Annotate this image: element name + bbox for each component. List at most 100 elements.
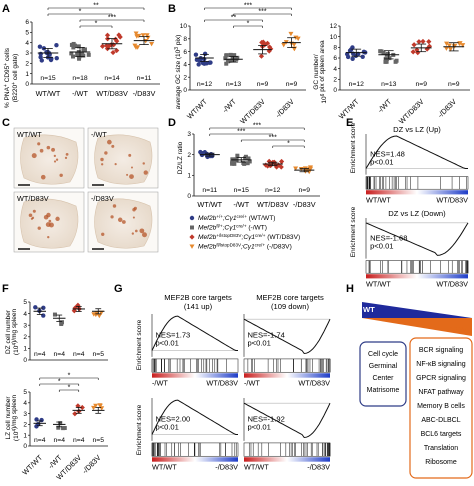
g-3-p-label: p<0.01	[155, 423, 178, 432]
b-left-category-label: WT/WT	[185, 97, 209, 121]
gc-stain-spot	[55, 158, 59, 161]
legend-marker	[189, 244, 195, 249]
a-ytick-label: 6	[25, 19, 29, 26]
b-right-point	[379, 49, 384, 54]
b-right-ytick-label: 6	[333, 55, 337, 62]
f-bottom-ytick-label: 2	[23, 422, 27, 429]
a-n-label: n=15	[40, 75, 56, 82]
gc-stain-spot	[142, 232, 147, 238]
gc-stain-spot	[142, 162, 145, 165]
gc-stain-spot	[46, 145, 51, 150]
f-sig-label: *	[58, 379, 61, 386]
f-top-point	[71, 308, 77, 314]
gc-stain-spot	[110, 215, 114, 219]
e-bottom-title: DZ vs LZ (Down)	[388, 209, 446, 218]
f-bottom-point	[93, 403, 99, 409]
gc-stain-spot	[64, 156, 68, 160]
f-bottom-n-label: n=4	[73, 437, 85, 444]
pathway-term-wt: Center	[372, 375, 394, 382]
b-right-ytick-label: 8	[333, 45, 337, 52]
a-point	[104, 32, 111, 38]
legend-entry-part: (-/WT)	[247, 225, 268, 232]
b-left-ytick-label: 0	[183, 87, 187, 94]
a-category-label: WT/WT	[36, 89, 61, 98]
spleen-section	[20, 134, 79, 185]
a-point	[54, 43, 59, 48]
b-right-point	[415, 49, 421, 56]
a-point	[54, 55, 59, 61]
gc-stain-spot	[129, 174, 134, 179]
gc-stain-spot	[107, 139, 112, 145]
g-4-enrichment-curve	[243, 402, 331, 439]
g-col1-sub: (141 up)	[184, 302, 213, 311]
g-2-rank-gradient	[244, 373, 330, 378]
b-right-point	[411, 42, 417, 48]
gc-stain-spot	[135, 229, 138, 233]
e-top-left-label: WT/WT	[366, 195, 391, 204]
b-left-point	[228, 52, 233, 57]
d-point	[230, 157, 235, 162]
a-point	[72, 43, 77, 48]
e-top-enrichment-curve	[365, 135, 468, 169]
b-right-point	[424, 46, 430, 52]
g-ylabel-top: Enrichment score	[136, 319, 143, 370]
f-bottom-ylabel-2: (10	[13, 431, 20, 441]
legend-marker	[190, 225, 194, 230]
b-left-sig-label: **	[231, 15, 237, 22]
pathway-term-wt: Cell cycle	[368, 351, 398, 358]
e-top-title: DZ vs LZ (Up)	[393, 125, 441, 134]
gc-stain-spot	[65, 153, 69, 156]
a-n-label: n=18	[72, 75, 88, 82]
panel-h: H WT D83V Cell cycle Germinal Center Matris…	[346, 283, 473, 479]
a-point	[77, 56, 82, 61]
gc-stain-spot	[104, 151, 108, 155]
d-ytick-label: 2	[187, 152, 191, 159]
b-left-point	[291, 42, 297, 47]
b-right-point	[387, 56, 392, 61]
b-right-point	[385, 52, 390, 57]
d-category-label: -/D83V	[293, 200, 316, 209]
b-left-sig-label: ***	[244, 3, 252, 10]
d-point	[278, 164, 284, 170]
gc-stain-spot	[31, 216, 35, 219]
a-category-label: -/WT	[72, 89, 88, 98]
b-left-point	[266, 48, 272, 54]
f-bottom-point	[79, 404, 85, 411]
b-right-point	[361, 49, 367, 54]
d-category-label: -/WT	[233, 200, 249, 209]
gc-stain-spot	[39, 148, 44, 153]
g-2-p-label: p<0.01	[247, 339, 270, 348]
b-right-n-label: n=12	[349, 81, 365, 88]
b-left-ytick-label: 8	[183, 36, 187, 43]
a-point	[49, 56, 54, 61]
e-top-right-label: WT/D83V	[436, 195, 468, 204]
svg-text:average GC size (103 pix): average GC size (103 pix)	[174, 35, 182, 110]
panel-b-letter: B	[168, 3, 176, 15]
f-bottom-point	[61, 426, 66, 431]
f-top-ytick-label: 1	[23, 346, 27, 353]
f-bottom-ytick-label: 1	[23, 432, 27, 439]
svg-text:% PNA+ CD95+ cells: % PNA+ CD95+ cells	[3, 47, 11, 108]
gc-stain-spot	[37, 142, 41, 146]
d-point	[198, 149, 203, 155]
f-bottom-ytick-label: 0	[23, 443, 27, 450]
legend-marker	[189, 234, 195, 240]
a-sig-label: *	[79, 9, 82, 16]
panel-f-bottom-plot: 012345n=4WT/WTn=4-/WTn=4WT/D83Vn=5-/D83V…	[20, 373, 108, 482]
gc-stain-spot	[47, 235, 50, 239]
b-left-point	[193, 52, 199, 57]
d-point	[266, 158, 272, 164]
f-bottom-n-label: n=5	[92, 437, 104, 444]
d-point	[278, 158, 285, 165]
svg-text:(104)/mg spleen: (104)/mg spleen	[11, 395, 20, 442]
b-left-n-label: n=9	[257, 81, 269, 88]
panel-b: B average GC size (103 pix) GC number/ 1…	[168, 3, 470, 126]
e-bottom-left-label: WT/WT	[366, 279, 391, 288]
gc-stain-spot	[111, 144, 115, 148]
g-2-hit-box	[243, 358, 331, 373]
b-left-category-label: -/WT	[220, 97, 238, 115]
f-top-ytick-label: 4	[23, 311, 27, 318]
legend-entry-part: cre/+	[255, 243, 266, 248]
b-right-point	[426, 39, 432, 45]
g-2-nes-label: NES=-1.74	[247, 331, 284, 340]
